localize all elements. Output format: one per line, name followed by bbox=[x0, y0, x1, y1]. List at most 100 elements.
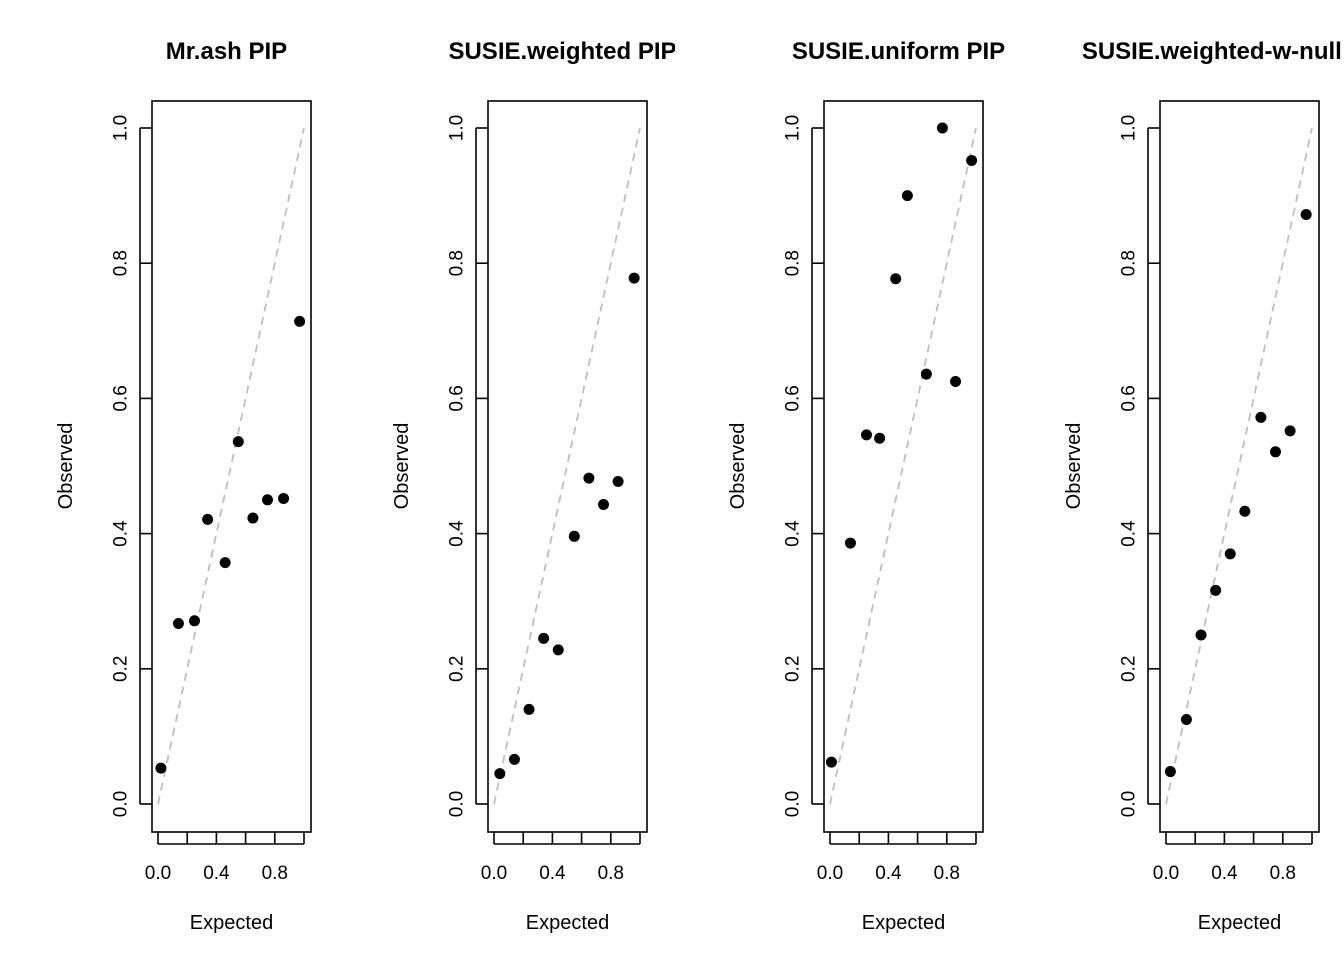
data-point bbox=[202, 513, 214, 525]
data-point bbox=[247, 512, 259, 524]
data-point bbox=[568, 530, 580, 542]
data-point bbox=[825, 756, 837, 768]
plot-frame bbox=[487, 100, 648, 833]
reference-line bbox=[493, 127, 641, 805]
panel-mr-ash: Mr.ash PIP Expected Observed 0.0 0.4 0.8 0.… bbox=[55, 38, 312, 934]
x-axis-label: Expected bbox=[526, 912, 609, 934]
y-tick-label: 1.0 bbox=[1119, 115, 1140, 141]
plot-frame bbox=[1159, 100, 1320, 833]
data-point bbox=[1255, 411, 1267, 423]
y-tick-label: 0.2 bbox=[1119, 656, 1140, 682]
reference-line bbox=[1165, 127, 1313, 805]
data-point bbox=[155, 762, 167, 774]
y-tick-label: 0.4 bbox=[783, 520, 804, 547]
data-point bbox=[901, 190, 913, 202]
y-tick-label: 0.4 bbox=[1119, 520, 1140, 547]
y-tick-label: 0.2 bbox=[111, 656, 132, 682]
data-point bbox=[1164, 766, 1176, 778]
y-tick-label: 0.2 bbox=[783, 656, 804, 682]
panel-susie-weighted-w-null: SUSIE.weighted-w-null PIP Expected Obser… bbox=[1063, 38, 1344, 934]
data-point bbox=[1270, 446, 1281, 458]
panel-susie-uniform: SUSIE.uniform PIP Expected Observed 0.0 0… bbox=[727, 38, 1005, 934]
data-point bbox=[936, 122, 948, 134]
y-tick-label: 0.8 bbox=[447, 250, 468, 276]
data-point bbox=[1224, 548, 1236, 560]
panel-title: SUSIE.weighted-w-null PIP bbox=[1082, 38, 1344, 65]
y-tick-label: 0.8 bbox=[1119, 250, 1140, 276]
y-axis-label: Observed bbox=[391, 423, 413, 510]
panel-title: SUSIE.uniform PIP bbox=[792, 38, 1005, 65]
y-tick-label: 0.4 bbox=[111, 520, 132, 547]
y-tick-label: 1.0 bbox=[111, 115, 132, 141]
data-point bbox=[494, 768, 506, 780]
data-point bbox=[1210, 584, 1222, 596]
x-tick-label: 0.4 bbox=[875, 863, 902, 884]
y-tick-label: 1.0 bbox=[447, 115, 468, 141]
data-point bbox=[278, 492, 290, 504]
data-point bbox=[874, 432, 886, 444]
y-tick-label: 1.0 bbox=[783, 115, 804, 141]
data-point bbox=[598, 499, 609, 511]
x-tick-label: 0.8 bbox=[598, 863, 624, 884]
data-point bbox=[583, 472, 595, 484]
data-point bbox=[920, 368, 932, 380]
data-point bbox=[538, 632, 550, 644]
x-tick-label: 0.4 bbox=[1211, 863, 1238, 884]
data-point bbox=[262, 494, 273, 506]
x-tick-label: 0.0 bbox=[481, 863, 507, 884]
data-point bbox=[1300, 209, 1312, 221]
x-tick-label: 0.8 bbox=[934, 863, 960, 884]
data-point bbox=[1180, 714, 1192, 725]
panel-title: SUSIE.weighted PIP bbox=[448, 38, 676, 65]
x-tick-label: 0.0 bbox=[145, 863, 171, 884]
y-tick-label: 0.8 bbox=[783, 250, 804, 276]
y-tick-label: 0.0 bbox=[447, 791, 468, 817]
data-point bbox=[219, 557, 231, 569]
data-point bbox=[628, 272, 640, 284]
y-tick-label: 0.0 bbox=[111, 791, 132, 817]
reference-line bbox=[829, 127, 977, 805]
y-tick-label: 0.8 bbox=[111, 250, 132, 276]
data-point bbox=[1239, 505, 1251, 517]
data-point bbox=[950, 376, 962, 387]
data-point bbox=[861, 429, 872, 441]
y-tick-label: 0.6 bbox=[447, 385, 468, 411]
panel-title: Mr.ash PIP bbox=[166, 38, 287, 65]
data-point bbox=[966, 154, 978, 166]
x-axis-label: Expected bbox=[1198, 912, 1281, 934]
plot-frame bbox=[823, 100, 984, 833]
data-point bbox=[172, 618, 184, 630]
y-tick-label: 0.4 bbox=[447, 520, 468, 547]
data-point bbox=[552, 644, 564, 656]
y-tick-label: 0.0 bbox=[783, 791, 804, 817]
x-tick-label: 0.8 bbox=[262, 863, 288, 884]
data-point bbox=[294, 315, 306, 327]
data-point bbox=[232, 436, 244, 448]
reference-line bbox=[157, 127, 305, 805]
x-axis-label: Expected bbox=[862, 912, 945, 934]
data-point bbox=[1284, 425, 1296, 437]
data-point bbox=[1195, 629, 1207, 641]
y-axis-label: Observed bbox=[727, 423, 749, 510]
data-point bbox=[844, 537, 856, 549]
y-axis-label: Observed bbox=[1063, 423, 1085, 510]
data-point bbox=[523, 703, 535, 715]
y-tick-label: 0.6 bbox=[783, 385, 804, 411]
y-tick-label: 0.0 bbox=[1119, 791, 1140, 817]
x-tick-label: 0.0 bbox=[1153, 863, 1179, 884]
y-axis-label: Observed bbox=[55, 423, 77, 510]
data-point bbox=[189, 615, 200, 627]
plot-frame bbox=[151, 100, 312, 833]
x-tick-label: 0.8 bbox=[1270, 863, 1296, 884]
panel-susie-weighted: SUSIE.weighted PIP Expected Observed 0.0… bbox=[391, 38, 676, 934]
y-tick-label: 0.2 bbox=[447, 656, 468, 682]
x-tick-label: 0.4 bbox=[203, 863, 230, 884]
y-tick-label: 0.6 bbox=[111, 385, 132, 411]
x-tick-label: 0.0 bbox=[817, 863, 843, 884]
data-point bbox=[612, 476, 624, 488]
data-point bbox=[890, 273, 902, 285]
y-tick-label: 0.6 bbox=[1119, 385, 1140, 411]
x-tick-label: 0.4 bbox=[539, 863, 566, 884]
x-axis-label: Expected bbox=[190, 912, 273, 934]
